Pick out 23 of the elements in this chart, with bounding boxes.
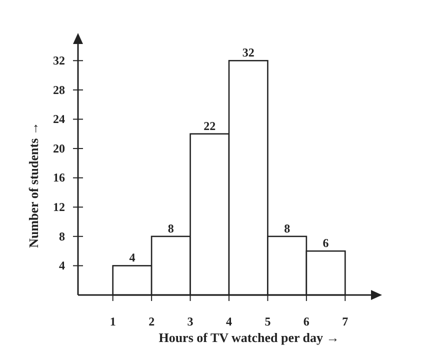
y-tick-label: 12 [53,200,65,214]
x-tick-label: 4 [226,314,232,329]
data-label: 8 [284,221,290,236]
x-axis-title: Hours of TV watched per day → [158,330,340,345]
data-label: 4 [129,250,136,265]
x-tick-label: 6 [303,314,310,329]
x-tick-label: 5 [264,314,271,329]
y-tick-label: 20 [53,141,65,156]
x-tick-label: 7 [342,314,348,329]
y-tick-label: 24 [53,112,65,126]
data-label: 6 [322,236,329,250]
y-tick-label: 4 [59,258,65,273]
y-tick-label: 32 [53,53,65,68]
data-label: 8 [168,221,174,236]
y-axis-title: Number of students → [26,122,41,248]
x-tick-label: 3 [187,314,194,329]
y-tick-label: 28 [53,82,65,97]
x-tick-label: 2 [148,314,155,329]
y-tick-label: 8 [59,229,65,244]
x-tick-label: 1 [110,314,116,329]
data-label: 22 [204,118,216,133]
data-label: 32 [242,46,254,60]
y-tick-label: 16 [53,170,65,185]
